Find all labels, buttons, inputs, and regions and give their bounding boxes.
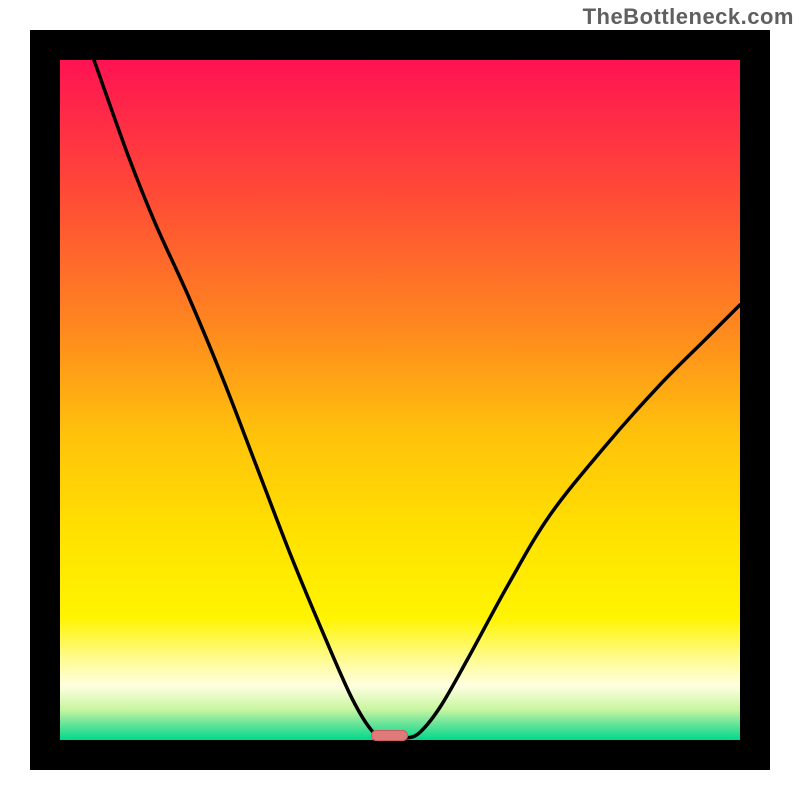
chart-container: TheBottleneck.com (0, 0, 800, 800)
optimal-marker (371, 730, 408, 741)
plot-frame (30, 30, 770, 770)
gradient-background (60, 60, 740, 740)
watermark-text: TheBottleneck.com (583, 4, 794, 30)
